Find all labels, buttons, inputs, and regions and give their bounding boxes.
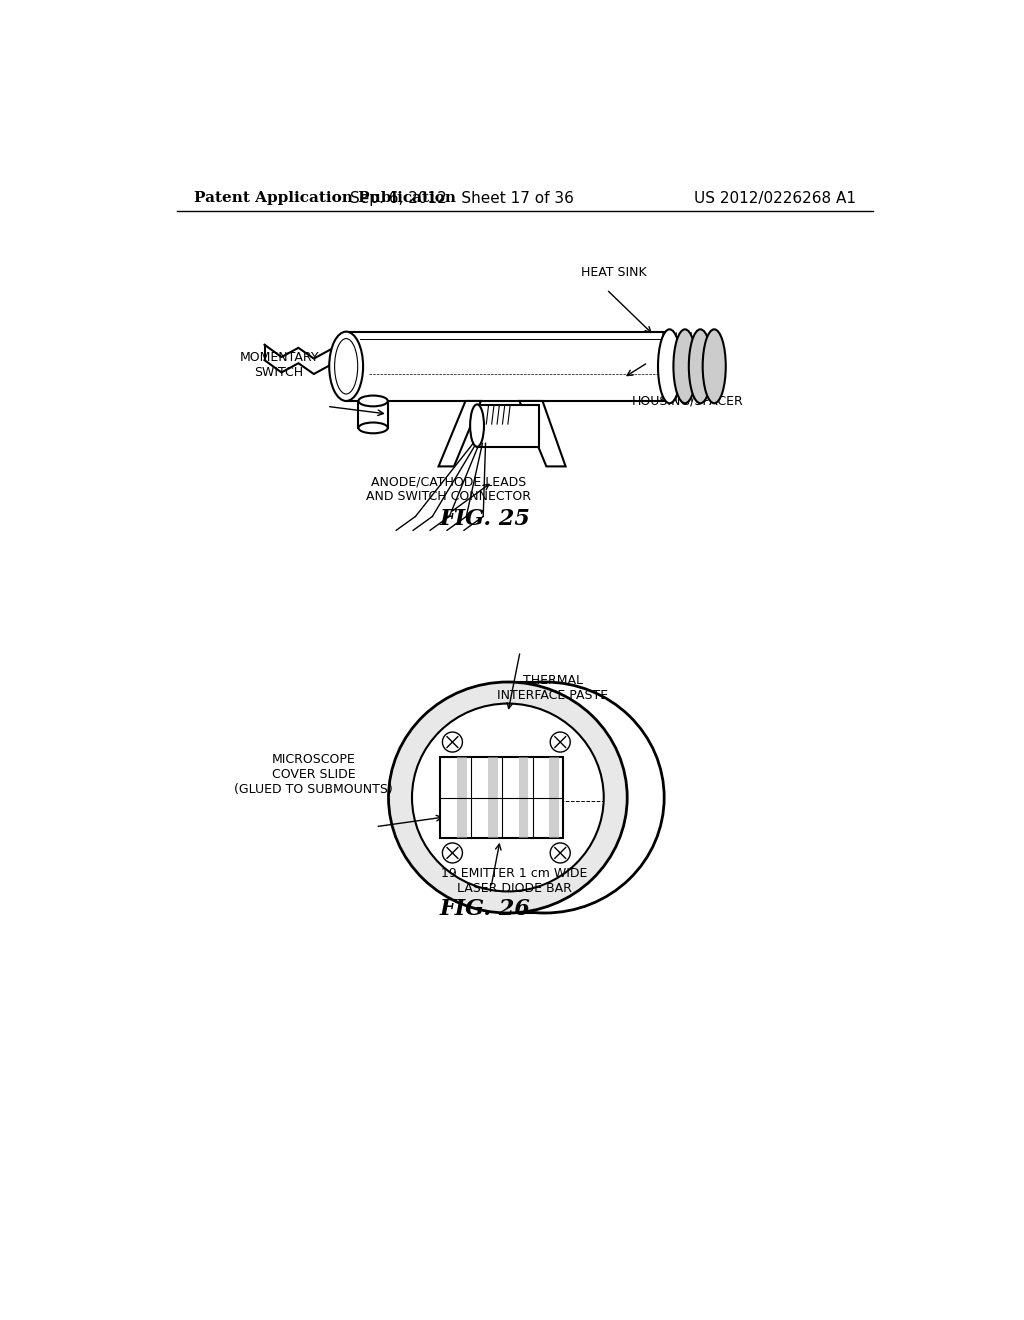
Bar [346,331,670,401]
Text: Sep. 6, 2012   Sheet 17 of 36: Sep. 6, 2012 Sheet 17 of 36 [350,191,573,206]
Ellipse shape [358,422,388,433]
Bar [487,758,498,838]
Text: FIG. 25: FIG. 25 [439,508,530,529]
Bar [477,405,539,447]
Ellipse shape [674,330,696,404]
Bar [440,758,563,838]
Text: Patent Application Publication: Patent Application Publication [194,191,456,206]
Polygon shape [438,401,481,466]
Ellipse shape [658,330,681,404]
Bar [457,758,467,838]
Ellipse shape [388,682,628,913]
Ellipse shape [412,704,604,891]
Text: FIG. 26: FIG. 26 [439,898,530,920]
Text: MOMENTARY
SWITCH: MOMENTARY SWITCH [240,351,318,379]
Ellipse shape [442,843,463,863]
Ellipse shape [550,843,570,863]
Text: LASER
HOUSING/SPACER: LASER HOUSING/SPACER [632,379,743,408]
Ellipse shape [470,404,484,446]
Polygon shape [519,401,565,466]
Text: HEAT SINK: HEAT SINK [582,265,647,279]
Ellipse shape [330,331,364,401]
Ellipse shape [442,733,463,752]
Ellipse shape [702,330,726,404]
Text: ANODE/CATHODE LEADS
AND SWITCH CONNECTOR: ANODE/CATHODE LEADS AND SWITCH CONNECTOR [366,475,531,503]
Bar [518,758,528,838]
Text: 19 EMITTER 1 cm WIDE
LASER DIODE BAR: 19 EMITTER 1 cm WIDE LASER DIODE BAR [441,867,587,895]
Text: THERMAL
INTERFACE PASTE: THERMAL INTERFACE PASTE [497,675,608,702]
Ellipse shape [689,330,712,404]
Bar [550,758,559,838]
Bar [358,401,388,428]
Text: US 2012/0226268 A1: US 2012/0226268 A1 [694,191,856,206]
Text: MICROSCOPE
COVER SLIDE
(GLUED TO SUBMOUNTS): MICROSCOPE COVER SLIDE (GLUED TO SUBMOUN… [234,752,393,796]
Ellipse shape [550,733,570,752]
Ellipse shape [358,396,388,407]
